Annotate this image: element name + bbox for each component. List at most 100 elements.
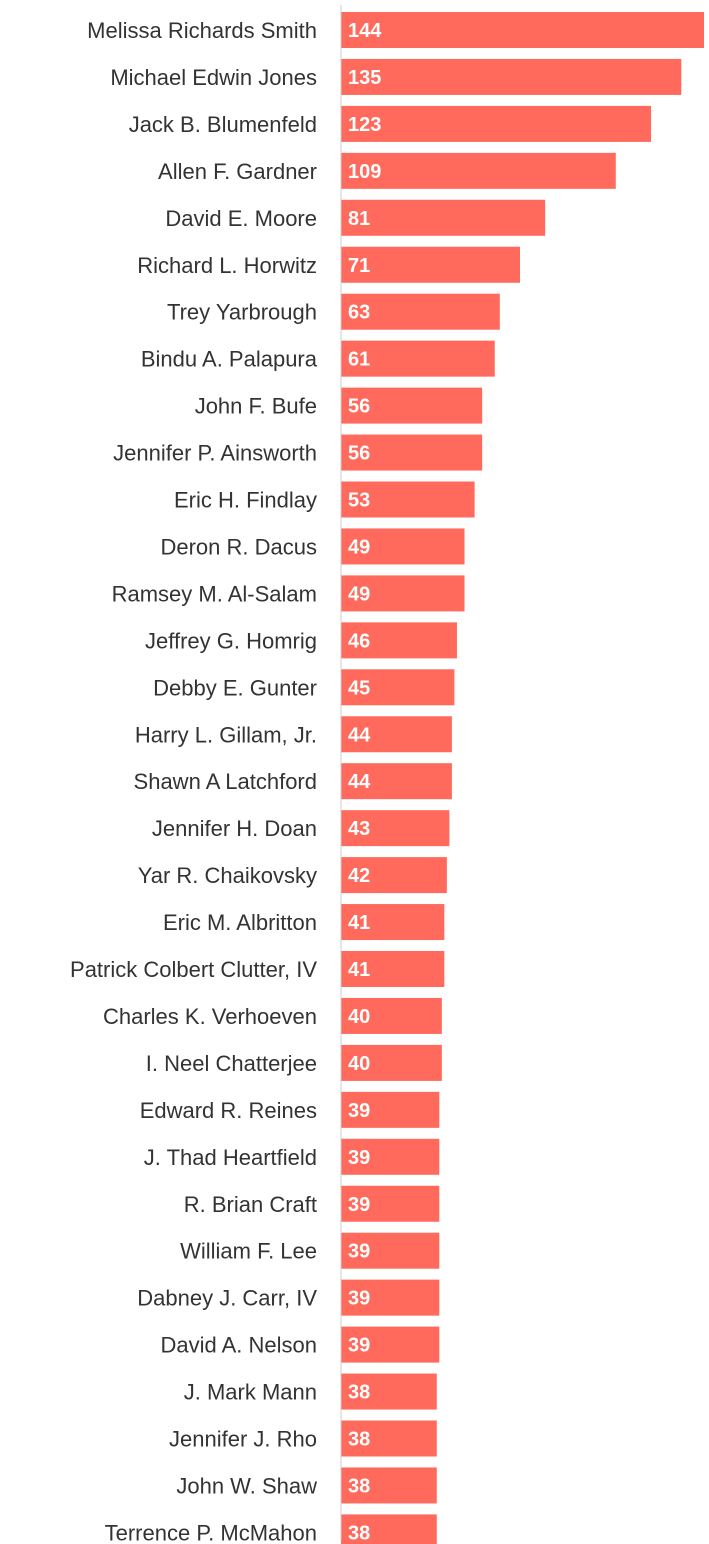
bar (341, 1373, 437, 1410)
bar (341, 152, 616, 189)
category-label: Allen F. Gardner (158, 159, 317, 184)
bar-value-label: 39 (348, 1147, 370, 1169)
bar (341, 1279, 440, 1316)
category-label: John W. Shaw (176, 1473, 317, 1498)
bar-value-label: 39 (348, 1241, 370, 1263)
bar (341, 857, 447, 894)
category-label: Melissa Richards Smith (87, 18, 317, 43)
category-label: Michael Edwin Jones (110, 65, 317, 90)
bar-value-label: 46 (348, 630, 370, 652)
bar-value-label: 40 (348, 1053, 370, 1075)
bar (341, 1044, 442, 1081)
category-label: J. Thad Heartfield (144, 1145, 317, 1170)
category-label: J. Mark Mann (184, 1380, 317, 1405)
category-label: David E. Moore (165, 206, 317, 231)
bar (341, 1326, 440, 1363)
category-label: Dabney J. Carr, IV (137, 1286, 317, 1311)
category-label: Bindu A. Palapura (141, 347, 318, 372)
bar-value-label: 40 (348, 1006, 370, 1028)
bar (341, 1185, 440, 1222)
bar-value-label: 41 (348, 959, 370, 981)
bar (341, 1138, 440, 1175)
bar (341, 669, 455, 706)
bars-layer (341, 12, 704, 1544)
bar-value-label: 56 (348, 443, 370, 465)
bar (341, 528, 465, 565)
bar (341, 1467, 437, 1504)
bar (341, 105, 652, 142)
category-label: Yar R. Chaikovsky (138, 863, 317, 888)
bar-value-label: 39 (348, 1100, 370, 1122)
category-label: Terrence P. McMahon (105, 1520, 317, 1544)
bar-value-label: 39 (348, 1194, 370, 1216)
bar (341, 246, 520, 283)
category-label: I. Neel Chatterjee (146, 1051, 317, 1076)
bar (341, 1514, 437, 1544)
category-label: Eric M. Albritton (163, 910, 317, 935)
bar (341, 1091, 440, 1128)
category-label: David A. Nelson (160, 1333, 317, 1358)
bar-value-label: 71 (348, 255, 370, 277)
bar-value-label: 38 (348, 1382, 370, 1404)
bar (341, 904, 445, 941)
bar-value-label: 38 (348, 1522, 370, 1544)
bar (341, 340, 495, 377)
bar (341, 575, 465, 612)
bar (341, 481, 475, 518)
bar-value-label: 38 (348, 1429, 370, 1451)
category-label: Jennifer H. Doan (152, 816, 317, 841)
bar (341, 763, 452, 800)
bar-value-label: 81 (348, 208, 370, 230)
bar-value-label: 135 (348, 67, 381, 89)
bar (341, 810, 450, 847)
bar-value-label: 53 (348, 490, 370, 512)
bar-value-label: 49 (348, 536, 370, 558)
category-label: Trey Yarbrough (167, 300, 317, 325)
bar (341, 1420, 437, 1457)
bar-value-label: 144 (348, 20, 382, 42)
bar (341, 293, 500, 330)
category-label: Patrick Colbert Clutter, IV (70, 957, 317, 982)
category-label: Deron R. Dacus (160, 534, 317, 559)
category-label: Charles K. Verhoeven (103, 1004, 317, 1029)
bar-value-label: 42 (348, 865, 370, 887)
category-label: Jennifer J. Rho (169, 1427, 317, 1452)
category-label: R. Brian Craft (184, 1192, 317, 1217)
bar-value-label: 109 (348, 161, 381, 183)
bar-value-label: 63 (348, 302, 370, 324)
bar (341, 951, 445, 987)
bar-value-label: 41 (348, 912, 370, 934)
bar-value-label: 38 (348, 1475, 370, 1497)
bar-value-label: 123 (348, 114, 381, 136)
bar (341, 434, 483, 471)
bar (341, 716, 452, 753)
category-label: Shawn A Latchford (134, 769, 317, 794)
category-label: Eric H. Findlay (174, 488, 317, 513)
bar (341, 12, 704, 48)
bar-value-label: 39 (348, 1335, 370, 1357)
category-label: John F. Bufe (195, 394, 317, 419)
category-label: Harry L. Gillam, Jr. (135, 722, 317, 747)
bar (341, 58, 682, 95)
bar-value-label: 45 (348, 677, 370, 699)
category-label: Jack B. Blumenfeld (129, 112, 317, 137)
bar-value-label: 56 (348, 396, 370, 418)
labels-layer: 144 Melissa Richards Smith 135 Michael Edwi… (70, 18, 382, 1544)
category-label: Edward R. Reines (140, 1098, 317, 1123)
category-label: Richard L. Horwitz (137, 253, 317, 278)
bar (341, 1232, 440, 1269)
bar-value-label: 49 (348, 583, 370, 605)
bar (341, 997, 442, 1034)
category-label: Jeffrey G. Homrig (145, 628, 317, 653)
bar-value-label: 44 (348, 724, 371, 746)
category-label: Ramsey M. Al-Salam (112, 581, 317, 606)
bar (341, 622, 457, 659)
bar-value-label: 61 (348, 349, 370, 371)
bar (341, 387, 483, 424)
bar (341, 199, 546, 236)
bar-value-label: 39 (348, 1288, 370, 1310)
bar-value-label: 43 (348, 818, 370, 840)
category-label: Debby E. Gunter (153, 675, 317, 700)
category-label: William F. Lee (180, 1239, 317, 1264)
